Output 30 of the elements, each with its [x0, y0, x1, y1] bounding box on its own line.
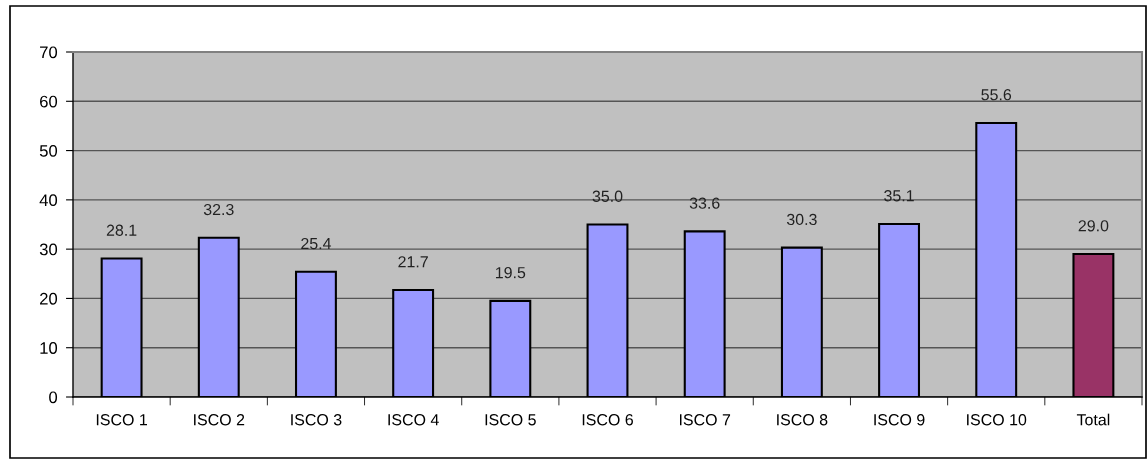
data-label: 21.7	[398, 256, 428, 268]
data-label: 19.5	[495, 266, 526, 279]
y-tick-label: 40	[39, 194, 58, 207]
x-tick-label: ISCO 2	[194, 414, 245, 426]
data-label: 32.3	[203, 203, 234, 216]
x-tick-label: ISCO 10	[967, 414, 1027, 426]
x-tick-label: ISCO 1	[96, 414, 147, 426]
x-tick-label: ISCO 4	[388, 414, 439, 426]
data-label: 30.3	[786, 213, 817, 226]
y-tick-label: 50	[39, 144, 58, 157]
x-tick-label: ISCO 9	[874, 414, 925, 426]
y-tick-label: 70	[40, 46, 58, 59]
x-tick-label: ISCO 3	[291, 414, 342, 426]
data-label: 29.0	[1078, 220, 1109, 232]
y-tick-label: 10	[40, 342, 58, 354]
data-label: 33.6	[689, 197, 720, 209]
data-label: 28.1	[106, 224, 137, 236]
x-tick-label: ISCO 7	[679, 414, 731, 426]
data-label: 55.6	[981, 89, 1012, 101]
y-tick-label: 30	[39, 243, 58, 256]
data-label: 35.0	[592, 190, 623, 202]
data-label: 25.4	[301, 237, 332, 250]
y-tick-label: 20	[40, 292, 58, 305]
data-label: 35.1	[884, 190, 914, 202]
x-tick-label: ISCO 5	[485, 414, 536, 426]
x-tick-label: ISCO 8	[777, 414, 828, 426]
y-tick-label: 0	[49, 391, 58, 404]
y-tick-label: 60	[40, 95, 58, 108]
x-tick-label: Total	[1076, 413, 1110, 426]
x-tick-label: ISCO 6	[582, 414, 633, 426]
